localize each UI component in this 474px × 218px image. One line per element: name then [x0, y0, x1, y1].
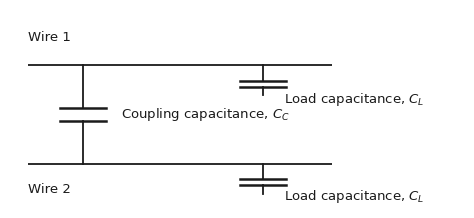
Text: Wire 2: Wire 2	[28, 183, 71, 196]
Text: Load capacitance, $C_L$: Load capacitance, $C_L$	[284, 91, 425, 108]
Text: Load capacitance, $C_L$: Load capacitance, $C_L$	[284, 188, 425, 205]
Text: Coupling capacitance, $C_C$: Coupling capacitance, $C_C$	[121, 106, 290, 123]
Text: Wire 1: Wire 1	[28, 31, 71, 44]
